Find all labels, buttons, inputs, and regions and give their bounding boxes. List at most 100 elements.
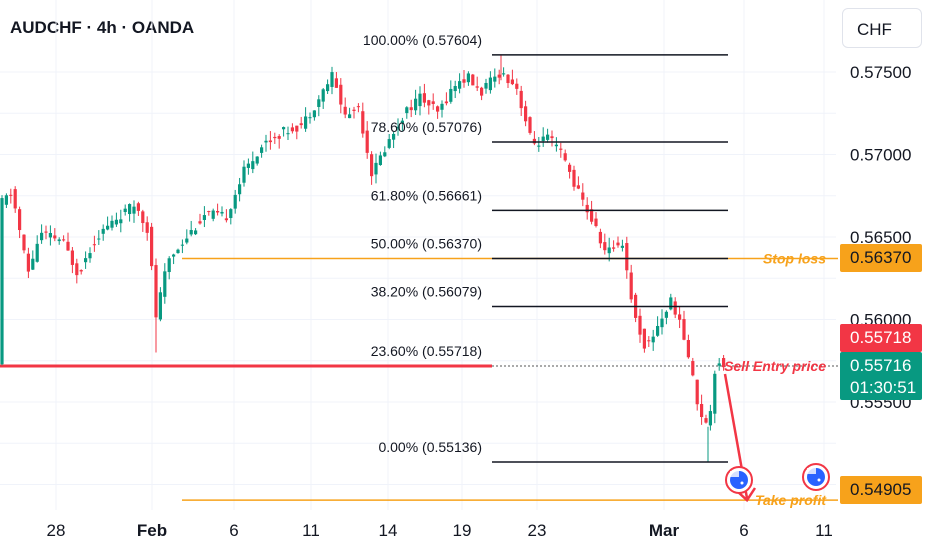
candle-down xyxy=(62,239,66,241)
candle-up xyxy=(312,110,316,118)
candle-up xyxy=(286,133,290,135)
candle-down xyxy=(603,242,607,251)
candle-down xyxy=(682,319,686,340)
currency-label[interactable]: CHF xyxy=(842,8,922,48)
candle-down xyxy=(268,140,272,143)
fib-level-label: 61.80% (0.56661) xyxy=(371,187,482,203)
candle-down xyxy=(462,79,466,83)
candle-down xyxy=(722,358,726,368)
candle-up xyxy=(4,195,8,205)
candle-up xyxy=(48,232,52,238)
candle-down xyxy=(75,263,79,276)
candle-up xyxy=(418,93,422,107)
x-tick-label: 19 xyxy=(453,521,472,540)
candle-up xyxy=(308,117,312,119)
x-tick-label: Feb xyxy=(137,521,167,540)
current-price-value: 0.55716 xyxy=(850,356,912,375)
candle-up xyxy=(493,76,497,82)
candle-down xyxy=(334,78,338,88)
candle-down xyxy=(216,210,220,213)
candle-down xyxy=(519,90,523,109)
candle-up xyxy=(132,206,136,214)
candle-down xyxy=(524,106,528,122)
candle-up xyxy=(669,297,673,310)
candle-down xyxy=(207,211,211,213)
candle-up xyxy=(537,145,541,147)
candle-down xyxy=(66,241,70,251)
candle-up xyxy=(31,258,35,270)
candle-down xyxy=(528,117,532,133)
candle-down xyxy=(700,404,704,418)
fib-level-label: 0.00% (0.55136) xyxy=(378,439,482,455)
candle-down xyxy=(550,136,554,139)
candle-up xyxy=(414,98,418,111)
grid xyxy=(0,0,836,510)
x-tick-label: 14 xyxy=(379,521,398,540)
candle-up xyxy=(255,156,259,164)
candle-up xyxy=(488,77,492,91)
candle-up xyxy=(708,411,712,426)
x-tick-label: 23 xyxy=(528,521,547,540)
candle-up xyxy=(458,81,462,89)
candle-up xyxy=(348,114,352,119)
current-price-tag: 0.55716 01:30:51 xyxy=(840,352,922,400)
x-tick-label: 28 xyxy=(47,521,66,540)
candle-down xyxy=(510,79,514,85)
candle-up xyxy=(554,144,558,147)
candle-up xyxy=(304,116,308,129)
candle-up xyxy=(541,136,545,141)
sell-entry-label: Sell Entry price xyxy=(724,358,826,374)
candle-down xyxy=(273,136,277,139)
candle-up xyxy=(502,73,506,75)
candle-down xyxy=(559,148,563,150)
candle-up xyxy=(383,152,387,157)
candle-up xyxy=(97,238,101,240)
candle-up xyxy=(172,254,176,257)
candle-down xyxy=(26,253,30,272)
candle-down xyxy=(673,301,677,315)
candle-up xyxy=(378,155,382,166)
candle-down xyxy=(370,154,374,177)
candle-up xyxy=(189,230,193,235)
candle-down xyxy=(480,87,484,96)
x-tick-label: Mar xyxy=(649,521,680,540)
candle-down xyxy=(590,209,594,222)
candle-up xyxy=(660,318,664,328)
candle-down xyxy=(475,86,479,88)
candle-up xyxy=(128,204,132,215)
candle-up xyxy=(101,228,105,234)
candle-down xyxy=(497,74,501,78)
candle-up xyxy=(229,209,233,219)
candle-down xyxy=(625,243,629,271)
fib-level-label: 50.00% (0.56370) xyxy=(371,235,482,251)
candle-up xyxy=(167,258,171,273)
candle-up xyxy=(326,84,330,92)
candle-down xyxy=(361,111,365,134)
annotations: Stop loss Sell Entry price Take profit xyxy=(723,250,830,508)
candle-up xyxy=(317,99,321,107)
candle-up xyxy=(282,127,286,130)
candle-up xyxy=(396,126,400,128)
x-tick-label: 6 xyxy=(229,521,238,540)
candle-down xyxy=(224,218,228,221)
candle-up xyxy=(40,232,44,241)
candle-down xyxy=(365,130,369,153)
candle-up xyxy=(0,198,4,365)
projection-arrow-head xyxy=(737,487,757,503)
candle-down xyxy=(598,231,602,244)
candle-down xyxy=(506,74,510,84)
candle-down xyxy=(9,194,13,196)
candle-up xyxy=(180,244,184,246)
y-tick-label: 0.56500 xyxy=(850,228,911,247)
candle-up xyxy=(119,219,123,224)
candle-down xyxy=(594,218,598,227)
candles xyxy=(0,54,726,463)
event-flag-icon-union xyxy=(730,471,739,477)
candle-up xyxy=(546,134,550,140)
candle-up xyxy=(238,184,242,195)
take-profit-label: Take profit xyxy=(755,492,827,508)
fibonacci-retracement[interactable]: 100.00% (0.57604) 78.60% (0.57076) 61.80% … xyxy=(363,32,728,463)
candle-down xyxy=(431,101,435,104)
candle-down xyxy=(704,418,708,423)
